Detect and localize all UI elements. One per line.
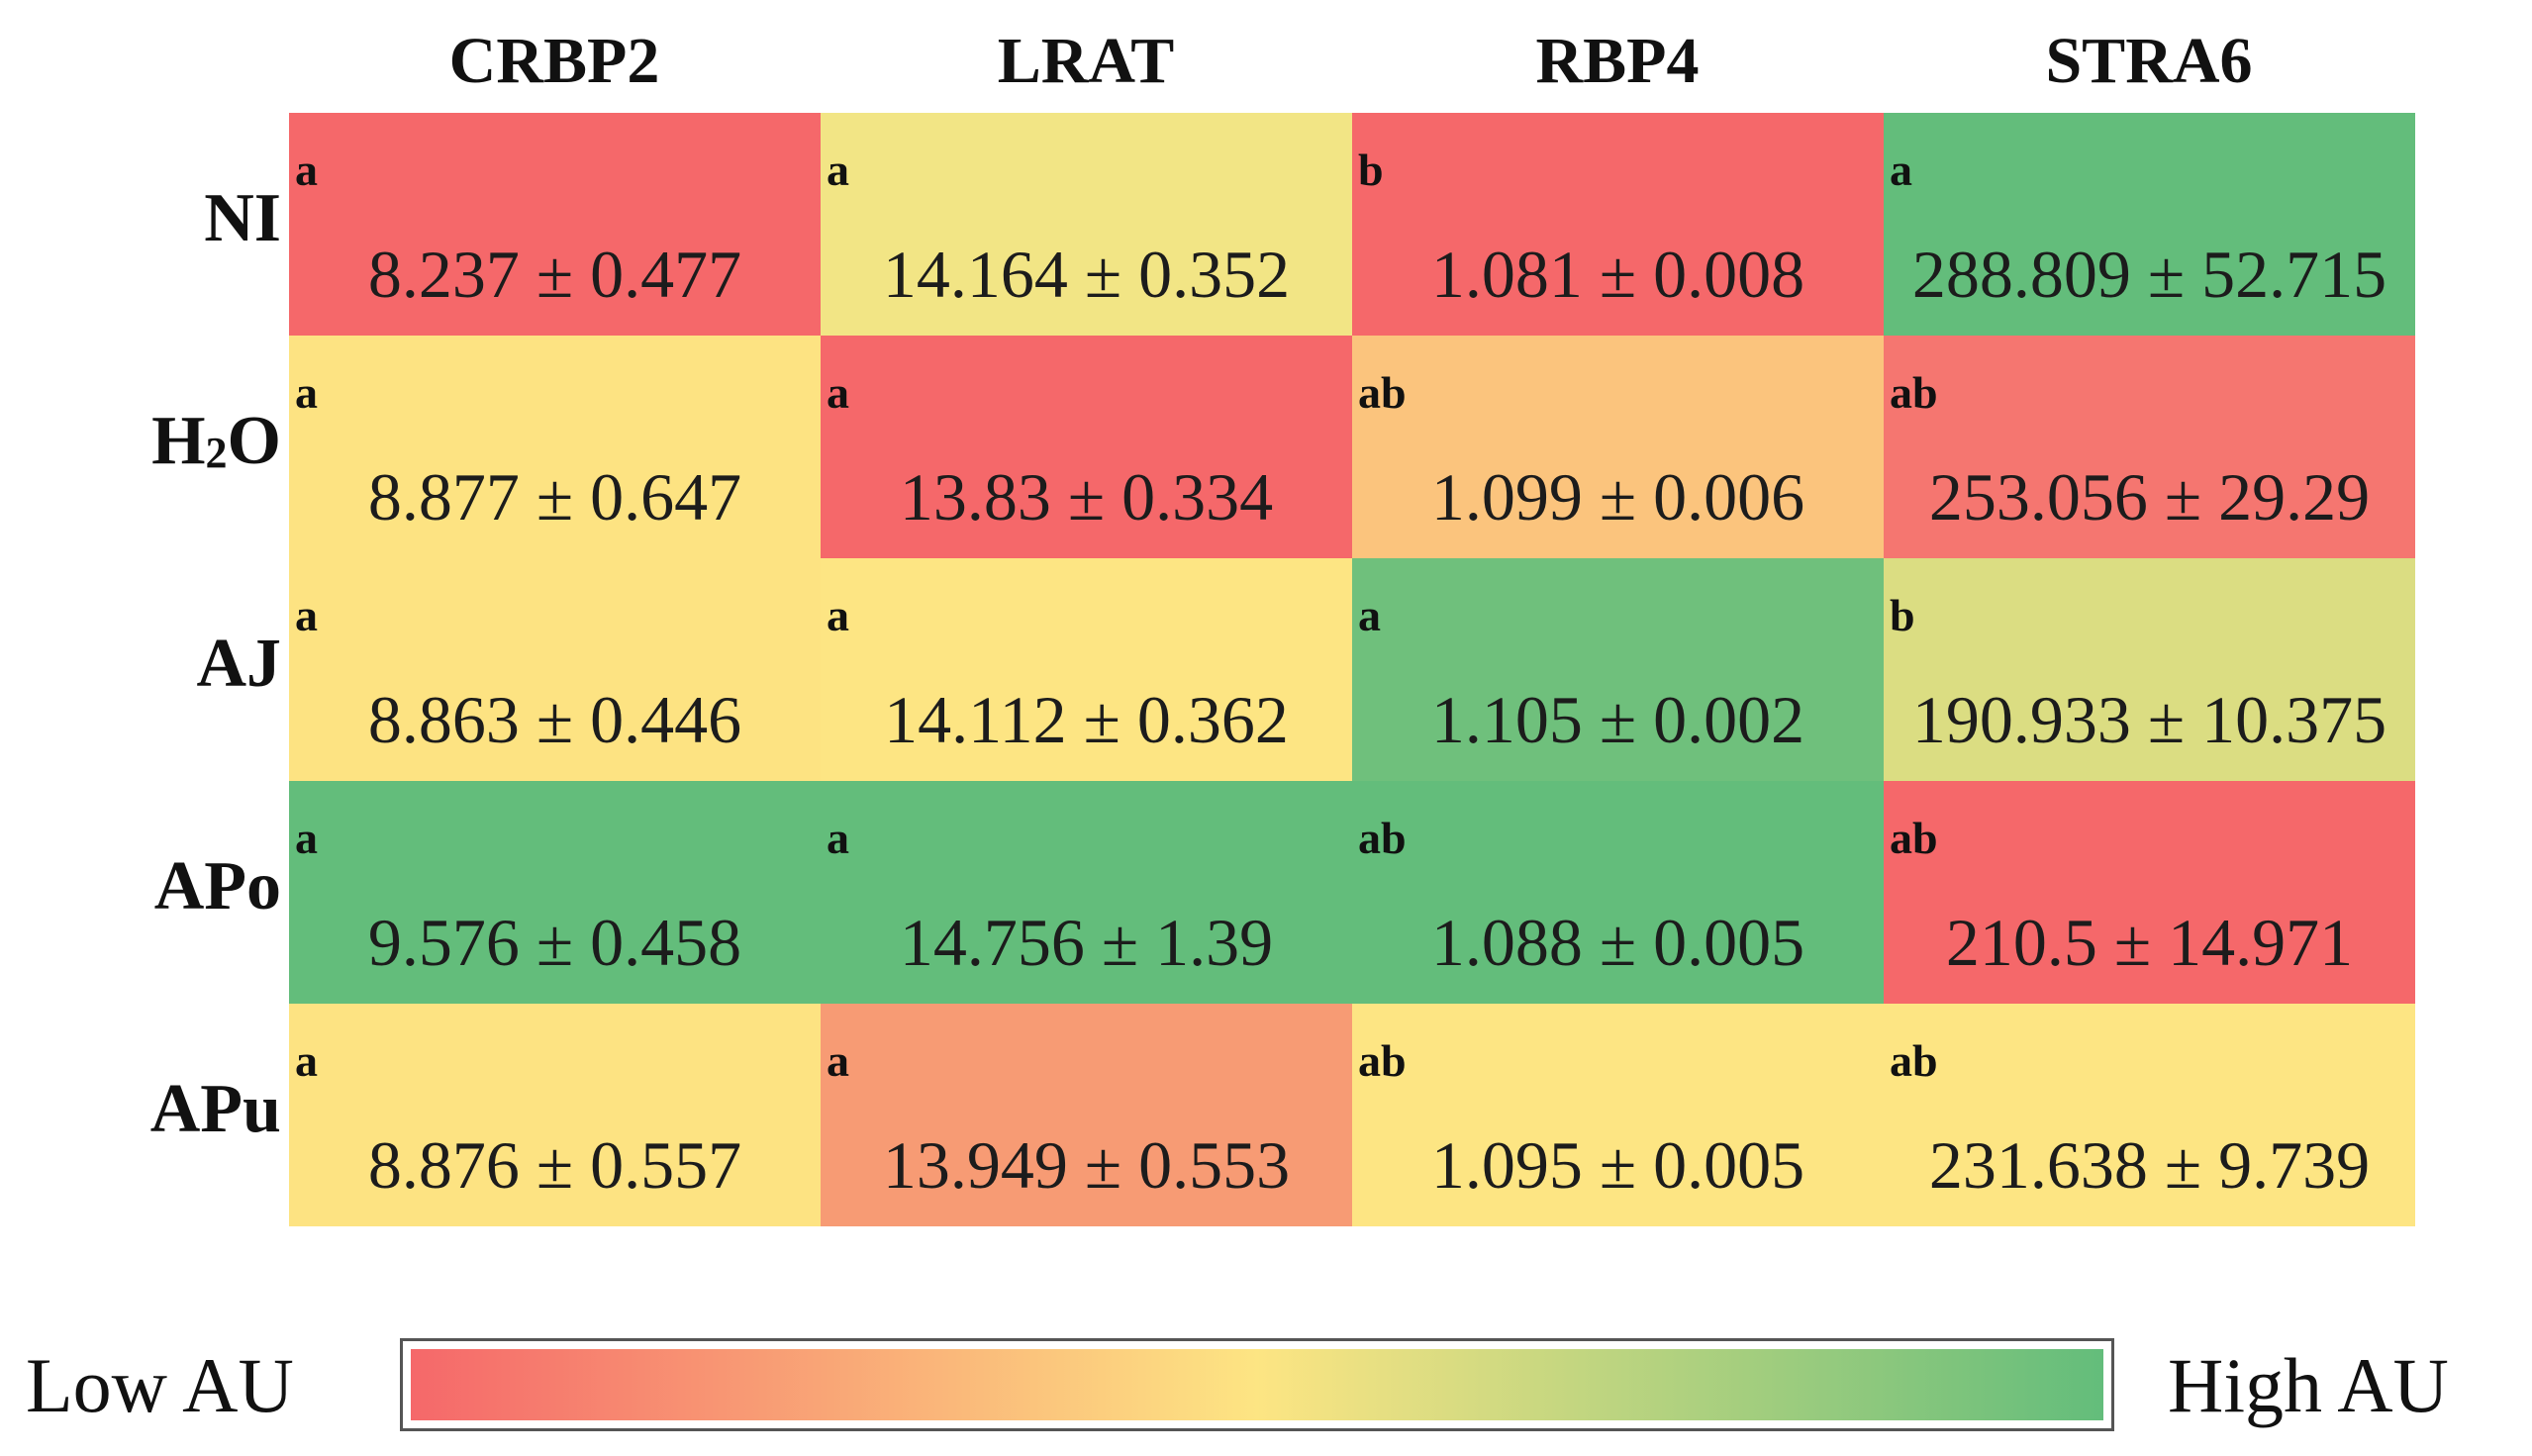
heatmap-cell-ni-stra6: a 288.809 ± 52.715 xyxy=(1884,113,2415,336)
row-header-text-tail: O xyxy=(227,403,281,479)
column-header-rbp4: RBP4 xyxy=(1535,25,1700,97)
cell-value: 1.099 ± 0.006 xyxy=(1430,459,1805,534)
significance-letter: a xyxy=(1358,590,1381,640)
column-header-lrat: LRAT xyxy=(997,25,1175,97)
heatmap-cell-apo-rbp4: ab 1.088 ± 0.005 xyxy=(1352,781,1884,1004)
significance-letter: a xyxy=(827,813,849,863)
row-header-text: H xyxy=(151,403,206,479)
cell-value: 253.056 ± 29.29 xyxy=(1928,459,2371,534)
cell-value: 9.576 ± 0.458 xyxy=(367,905,742,980)
heatmap-cell-apu-lrat: a 13.949 ± 0.553 xyxy=(821,1004,1352,1226)
heatmap-cell-h2o-stra6: ab 253.056 ± 29.29 xyxy=(1884,336,2415,558)
cell-value: 14.756 ± 1.39 xyxy=(899,905,1274,980)
cell-value: 210.5 ± 14.971 xyxy=(1945,905,2354,980)
cell-value: 8.863 ± 0.446 xyxy=(367,682,742,757)
significance-letter: a xyxy=(295,590,318,640)
row-header-apo: APo xyxy=(0,842,281,931)
cell-value: 8.877 ± 0.647 xyxy=(367,459,742,534)
significance-letter: a xyxy=(295,367,318,418)
heatmap-cell-apo-lrat: a 14.756 ± 1.39 xyxy=(821,781,1352,1004)
significance-letter: a xyxy=(295,813,318,863)
significance-letter: b xyxy=(1358,145,1384,195)
significance-letter: a xyxy=(827,367,849,418)
cell-value: 288.809 ± 52.715 xyxy=(1911,237,2387,312)
cell-value: 8.237 ± 0.477 xyxy=(367,237,742,312)
significance-letter: ab xyxy=(1358,367,1407,418)
heatmap-cell-aj-rbp4: a 1.105 ± 0.002 xyxy=(1352,558,1884,781)
row-header-aj: AJ xyxy=(0,620,281,709)
cell-value: 13.949 ± 0.553 xyxy=(882,1127,1291,1203)
heatmap-cell-apu-rbp4: ab 1.095 ± 0.005 xyxy=(1352,1004,1884,1226)
significance-letter: a xyxy=(295,145,318,195)
cell-value: 190.933 ± 10.375 xyxy=(1911,682,2387,757)
significance-letter: a xyxy=(1890,145,1912,195)
column-header-crbp2: CRBP2 xyxy=(448,25,660,97)
heatmap-cell-apu-crbp2: a 8.876 ± 0.557 xyxy=(289,1004,821,1226)
cell-value: 8.876 ± 0.557 xyxy=(367,1127,742,1203)
significance-letter: a xyxy=(827,1035,849,1086)
heatmap-cell-aj-crbp2: a 8.863 ± 0.446 xyxy=(289,558,821,781)
heatmap-cell-h2o-lrat: a 13.83 ± 0.334 xyxy=(821,336,1352,558)
significance-letter: ab xyxy=(1890,1035,1938,1086)
row-header-text: AJ xyxy=(196,626,281,702)
heatmap-cell-ni-rbp4: b 1.081 ± 0.008 xyxy=(1352,113,1884,336)
legend-gradient xyxy=(411,1349,2103,1420)
significance-letter: ab xyxy=(1890,367,1938,418)
cell-value: 14.112 ± 0.362 xyxy=(884,682,1289,757)
heatmap-cell-h2o-crbp2: a 8.877 ± 0.647 xyxy=(289,336,821,558)
row-header-text: APu xyxy=(149,1071,281,1147)
cell-value: 1.105 ± 0.002 xyxy=(1430,682,1805,757)
cell-value: 1.095 ± 0.005 xyxy=(1430,1127,1805,1203)
row-header-text: NI xyxy=(204,180,281,256)
heatmap-cell-apu-stra6: ab 231.638 ± 9.739 xyxy=(1884,1004,2415,1226)
cell-value: 14.164 ± 0.352 xyxy=(882,237,1291,312)
heatmap-cell-apo-crbp2: a 9.576 ± 0.458 xyxy=(289,781,821,1004)
heatmap-cell-ni-lrat: a 14.164 ± 0.352 xyxy=(821,113,1352,336)
heatmap-cell-aj-lrat: a 14.112 ± 0.362 xyxy=(821,558,1352,781)
significance-letter: a xyxy=(827,145,849,195)
significance-letter: ab xyxy=(1358,813,1407,863)
significance-letter: ab xyxy=(1358,1035,1407,1086)
significance-letter: b xyxy=(1890,590,1915,640)
significance-letter: a xyxy=(827,590,849,640)
legend-color-scale xyxy=(400,1338,2114,1431)
heatmap-cell-aj-stra6: b 190.933 ± 10.375 xyxy=(1884,558,2415,781)
significance-letter: a xyxy=(295,1035,318,1086)
legend-low-label: Low AU xyxy=(26,1342,294,1428)
cell-value: 1.088 ± 0.005 xyxy=(1430,905,1805,980)
heatmap-cell-h2o-rbp4: ab 1.099 ± 0.006 xyxy=(1352,336,1884,558)
row-header-apu: APu xyxy=(0,1065,281,1154)
column-header-stra6: STRA6 xyxy=(2045,25,2253,97)
significance-letter: ab xyxy=(1890,813,1938,863)
legend-high-label: High AU xyxy=(2168,1342,2449,1428)
heatmap-cell-apo-stra6: ab 210.5 ± 14.971 xyxy=(1884,781,2415,1004)
cell-value: 231.638 ± 9.739 xyxy=(1928,1127,2371,1203)
heatmap-cell-ni-crbp2: a 8.237 ± 0.477 xyxy=(289,113,821,336)
row-header-h2o: H2O xyxy=(0,397,281,486)
cell-value: 13.83 ± 0.334 xyxy=(899,459,1274,534)
row-header-ni: NI xyxy=(0,174,281,263)
cell-value: 1.081 ± 0.008 xyxy=(1430,237,1805,312)
row-header-text: APo xyxy=(153,848,281,924)
row-header-subscript: 2 xyxy=(205,429,228,477)
